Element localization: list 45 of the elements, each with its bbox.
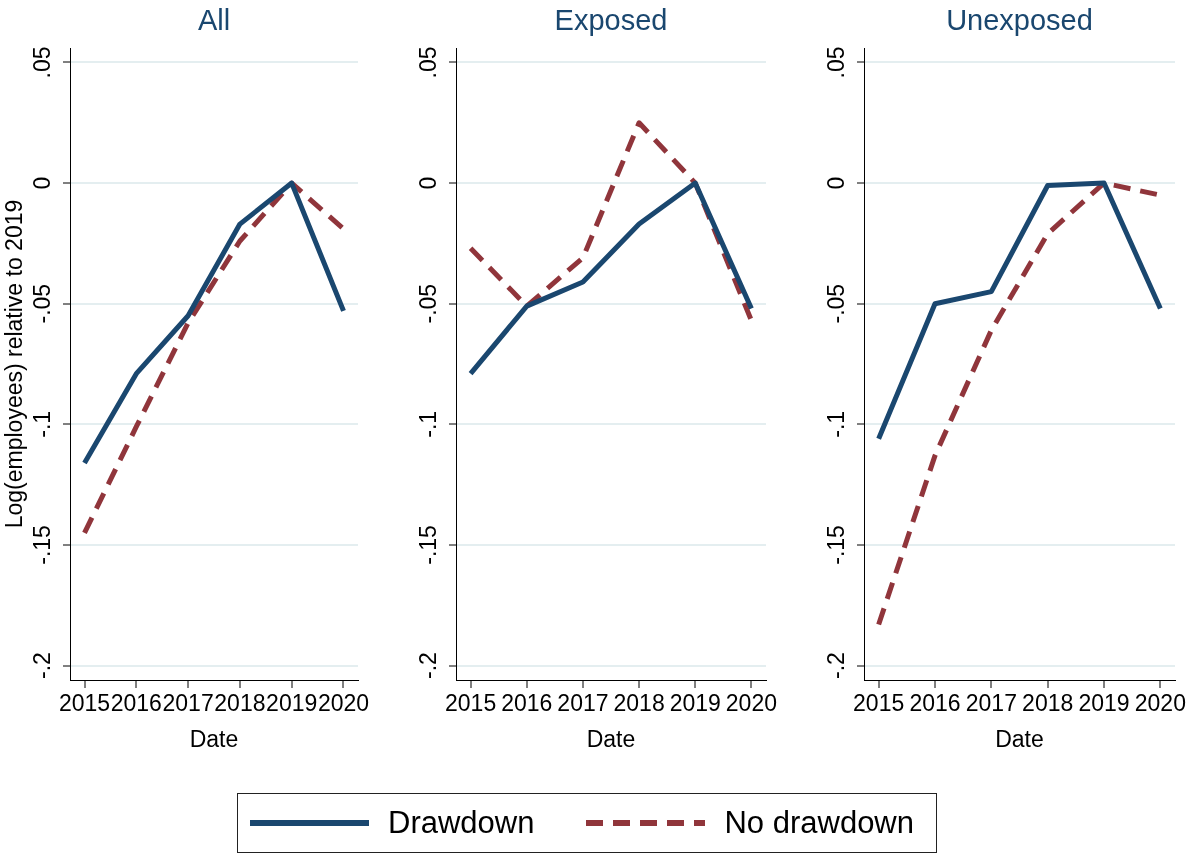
chart-title: All (197, 4, 231, 36)
y-tick-label: 0 (414, 176, 441, 190)
y-tick-label: -.2 (28, 652, 55, 679)
legend-label: Drawdown (388, 805, 535, 841)
x-tick-label: 2017 (162, 690, 214, 717)
x-axis-title: Date (995, 725, 1044, 752)
x-tick-label: 2019 (266, 690, 318, 717)
x-tick-label: 2015 (853, 690, 905, 717)
x-tick-label: 2018 (613, 690, 665, 717)
y-tick-label: -.2 (414, 652, 441, 679)
y-tick-label: 0 (28, 176, 55, 190)
x-axis-title: Date (586, 725, 636, 752)
x-tick-label: 2017 (557, 690, 609, 717)
chart-title: Exposed (554, 4, 668, 36)
y-tick-label: -.15 (28, 525, 55, 565)
x-tick-label: 2017 (965, 690, 1017, 717)
y-tick-label: -.05 (414, 283, 441, 324)
y-tick-label: -.05 (822, 283, 849, 324)
y-tick-label: .05 (28, 46, 55, 79)
y-tick-label: 0 (822, 176, 849, 190)
x-tick-label: 2016 (501, 690, 553, 717)
y-tick-label: .05 (822, 46, 849, 79)
chart-title: Unexposed (946, 4, 1093, 36)
y-tick-label: -.1 (28, 410, 55, 438)
y-tick-label: .05 (414, 46, 441, 79)
y-tick-label: -.1 (822, 410, 849, 438)
x-tick-label: 2016 (909, 690, 961, 717)
x-tick-label: 2018 (1022, 690, 1074, 717)
x-tick-label: 2019 (1078, 690, 1130, 717)
y-tick-label: -.15 (822, 525, 849, 565)
y-tick-label: -.2 (822, 652, 849, 679)
x-tick-label: 2018 (214, 690, 266, 717)
x-tick-label: 2015 (58, 690, 111, 717)
x-tick-label: 2020 (317, 690, 370, 717)
y-tick-label: -.1 (414, 410, 441, 438)
x-tick-label: 2020 (725, 690, 777, 717)
y-axis-title: Log(employees) relative to 2019 (1, 199, 28, 529)
x-axis-title: Date (189, 725, 239, 752)
x-tick-label: 2015 (445, 690, 497, 717)
x-tick-label: 2019 (669, 690, 721, 717)
x-tick-label: 2020 (1134, 690, 1186, 717)
y-tick-label: -.15 (414, 525, 441, 565)
x-tick-label: 2016 (110, 690, 162, 717)
legend-label: No drawdown (724, 805, 914, 841)
y-tick-label: -.05 (28, 283, 55, 324)
